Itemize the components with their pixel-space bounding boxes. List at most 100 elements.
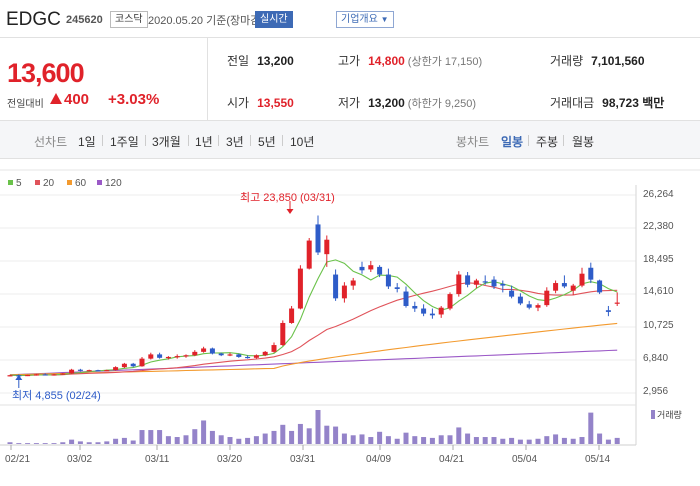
candle-body: [121, 363, 127, 368]
legend-ma60: 60: [67, 178, 86, 189]
ma5-line: [9, 259, 618, 376]
x-tick-label: 04/21: [439, 454, 465, 465]
volume-bar: [597, 433, 603, 444]
volume-bar: [139, 430, 145, 444]
candle-body: [447, 294, 453, 309]
x-tick-label: 03/02: [67, 454, 93, 465]
volume-bar: [526, 439, 532, 444]
stat-value: 13,200: [368, 96, 405, 110]
stat-label: 거래대금: [550, 96, 595, 110]
stock-code: 245620: [66, 14, 103, 26]
candle-body: [412, 305, 418, 309]
tab-period-1d[interactable]: 1일: [78, 135, 96, 149]
tab-period-1w[interactable]: 1주일: [110, 135, 139, 149]
change-amount: 400: [64, 91, 90, 108]
volume-legend: 거래량: [651, 408, 682, 421]
candle-body: [473, 280, 479, 285]
lower-limit: (하한가 9,250): [407, 98, 477, 110]
candle-body: [517, 296, 523, 304]
stats-grid: 전일 13,200 고가 14,800 (상한가 17,150) 거래량 7,101,5…: [208, 38, 700, 121]
candle-body: [509, 290, 515, 297]
candle-body: [77, 369, 83, 371]
candle-body: [341, 285, 347, 299]
volume-bar: [192, 429, 198, 444]
x-tick-label: 04/09: [366, 454, 392, 465]
candle-body: [421, 308, 427, 314]
volume-bar: [289, 430, 295, 444]
x-tick-label: 03/11: [145, 454, 170, 465]
volume-bar: [385, 436, 391, 444]
candle-body: [148, 354, 154, 359]
candle-body: [113, 367, 119, 371]
candle-body: [60, 373, 66, 375]
volume-bar: [148, 430, 154, 444]
tab-candle-chart[interactable]: 봉차트: [456, 135, 490, 149]
volume-bar: [51, 443, 57, 444]
tab-period-3y[interactable]: 3년: [226, 135, 244, 149]
stat-low: 저가 13,200 (하한가 9,250): [338, 94, 476, 112]
volume-bar: [561, 437, 567, 444]
realtime-button[interactable]: 실시간: [255, 11, 293, 28]
candle-body: [333, 274, 339, 299]
volume-bar: [25, 443, 31, 444]
candle-body: [280, 322, 286, 346]
divider: [528, 135, 529, 146]
candle-body: [227, 354, 233, 356]
upper-limit: (상한가 17,150): [407, 56, 483, 68]
volume-bar: [421, 437, 427, 444]
candle-body: [130, 363, 136, 367]
legend-swatch: [35, 180, 40, 185]
volume-bar: [7, 442, 13, 444]
volume-swatch: [651, 410, 655, 419]
volume-bar: [69, 439, 75, 444]
candle-body: [456, 274, 462, 295]
x-tick-label: 02/21: [5, 454, 31, 465]
candle-body: [315, 224, 321, 253]
candle-body: [403, 291, 409, 306]
change-label: 전일대비: [7, 99, 44, 110]
legend-label: 60: [75, 178, 87, 189]
divider: [282, 135, 283, 146]
tab-monthly[interactable]: 월봉: [572, 135, 595, 149]
y-tick-label: 2,956: [643, 386, 669, 397]
header: EDGC 245620 코스닥 2020.05.20 기준(장마감) 실시간 기…: [0, 0, 700, 38]
high-annotation: 최고 23,850 (03/31): [240, 192, 335, 204]
volume-bar: [306, 428, 312, 444]
legend-label: 20: [43, 178, 55, 189]
candle-body: [385, 274, 391, 287]
candle-body: [465, 275, 471, 285]
divider: [563, 135, 564, 146]
volume-bar: [509, 437, 515, 444]
change-percent: +3.03%: [108, 91, 160, 108]
volume-bar: [271, 430, 277, 444]
low-annotation: 최저 4,855 (02/24): [12, 390, 101, 402]
volume-bar: [333, 426, 339, 444]
tab-period-1y[interactable]: 1년: [195, 135, 213, 149]
candle-body: [553, 283, 559, 291]
volume-bar: [473, 437, 479, 444]
tab-period-10y[interactable]: 10년: [290, 135, 315, 149]
candle-body: [95, 370, 101, 372]
tab-daily[interactable]: 일봉: [501, 135, 524, 149]
volume-bar: [341, 433, 347, 444]
tab-line-chart[interactable]: 선차트: [34, 135, 68, 149]
base-date: 2020.05.20 기준(장마감): [148, 15, 265, 27]
candle-body: [605, 310, 611, 312]
volume-legend-label: 거래량: [657, 410, 682, 420]
candle-body: [139, 358, 145, 367]
candle-body: [438, 307, 444, 315]
low-arrow-head: [15, 375, 23, 380]
volume-bar: [130, 440, 136, 444]
company-overview-dropdown[interactable]: 기업개요 ▼: [336, 11, 394, 28]
y-tick-label: 14,610: [643, 286, 674, 297]
tab-weekly[interactable]: 주봉: [536, 135, 559, 149]
x-tick-label: 03/20: [217, 454, 243, 465]
volume-bar: [350, 435, 356, 444]
volume-bar: [447, 435, 453, 444]
volume-bar: [535, 438, 541, 444]
tab-period-5y[interactable]: 5년: [258, 135, 276, 149]
x-tick-label: 05/14: [585, 454, 611, 465]
candle-body: [86, 370, 92, 372]
tab-period-3m[interactable]: 3개월: [152, 135, 181, 149]
